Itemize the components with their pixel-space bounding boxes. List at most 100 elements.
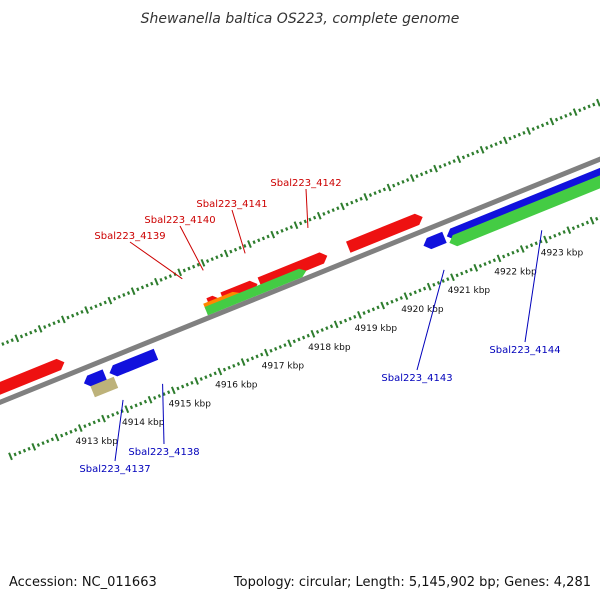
gene-label-Sbal223_4143: Sbal223_4143	[381, 373, 452, 384]
scale-label-4914: 4914 kbp	[122, 418, 165, 428]
forward-minor-tick	[285, 227, 289, 231]
reverse-major-tick	[566, 226, 572, 235]
forward-minor-tick	[187, 266, 191, 271]
reverse-minor-tick	[50, 437, 54, 442]
forward-minor-tick	[303, 219, 307, 224]
reverse-minor-tick	[292, 339, 296, 344]
forward-major-tick	[549, 117, 555, 126]
reverse-minor-tick	[134, 403, 138, 408]
forward-minor-tick	[182, 268, 186, 273]
scale-label-4917: 4917 kbp	[262, 362, 305, 372]
reverse-minor-tick	[167, 390, 171, 395]
reverse-minor-tick	[464, 269, 469, 274]
reverse-minor-tick	[385, 301, 389, 306]
forward-minor-tick	[336, 206, 340, 211]
forward-minor-tick	[126, 291, 131, 295]
reverse-minor-tick	[320, 328, 324, 332]
forward-major-tick	[479, 145, 485, 154]
reverse-minor-tick	[306, 333, 310, 338]
forward-major-tick	[502, 136, 508, 145]
reverse-minor-tick	[232, 363, 236, 368]
reverse-minor-tick	[157, 394, 161, 398]
forward-major-tick	[14, 334, 20, 343]
reverse-minor-tick	[581, 222, 585, 227]
forward-minor-tick	[164, 276, 168, 280]
forward-major-tick	[154, 277, 159, 286]
forward-minor-tick	[545, 121, 549, 126]
forward-major-tick	[293, 221, 299, 230]
reverse-major-tick	[217, 367, 223, 376]
forward-minor-tick	[531, 127, 535, 131]
reverse-minor-tick	[339, 320, 343, 325]
forward-minor-tick	[29, 330, 33, 335]
forward-minor-tick	[368, 193, 373, 197]
forward-minor-tick	[289, 225, 293, 229]
forward-minor-tick	[80, 310, 84, 314]
reverse-major-tick	[380, 301, 386, 310]
reverse-major-tick	[519, 245, 525, 253]
forward-minor-tick	[452, 159, 456, 164]
reverse-minor-tick	[190, 380, 194, 385]
scale-label-4918: 4918 kbp	[308, 343, 351, 353]
forward-minor-tick	[540, 123, 545, 128]
forward-minor-tick	[24, 332, 28, 337]
forward-minor-tick	[215, 255, 219, 260]
reverse-minor-tick	[557, 231, 562, 236]
forward-minor-tick	[392, 183, 396, 188]
reverse-minor-tick	[376, 305, 380, 310]
forward-minor-tick	[52, 321, 56, 326]
forward-minor-tick	[396, 181, 400, 186]
reverse-major-tick	[31, 442, 37, 451]
forward-major-tick	[84, 306, 89, 314]
forward-major-tick	[316, 211, 322, 220]
forward-minor-tick	[252, 240, 256, 245]
forward-minor-tick	[43, 325, 47, 329]
reverse-minor-tick	[576, 224, 580, 229]
forward-minor-tick	[275, 230, 279, 235]
reverse-minor-tick	[13, 452, 17, 457]
forward-minor-tick	[57, 319, 61, 324]
reverse-major-tick	[426, 282, 432, 291]
reverse-minor-tick	[534, 241, 538, 246]
reverse-minor-tick	[529, 243, 534, 248]
reverse-major-tick	[124, 405, 130, 414]
forward-minor-tick	[238, 245, 242, 250]
gene-leader-Sbal223_4138	[162, 383, 165, 445]
forward-minor-tick	[522, 130, 526, 135]
reverse-minor-tick	[274, 346, 278, 351]
reverse-minor-tick	[36, 443, 41, 447]
reverse-minor-tick	[246, 358, 250, 363]
forward-major-tick	[572, 108, 578, 117]
forward-minor-tick	[517, 132, 521, 137]
reverse-minor-tick	[46, 439, 50, 444]
reverse-major-tick	[147, 395, 153, 404]
forward-major-tick	[433, 164, 438, 173]
forward-minor-tick	[33, 328, 38, 333]
forward-minor-tick	[89, 306, 93, 311]
reverse-minor-tick	[139, 401, 143, 406]
gene-label-Sbal223_4142: Sbal223_4142	[270, 178, 341, 189]
reverse-gene-feature-11	[449, 175, 600, 247]
reverse-minor-tick	[204, 375, 208, 380]
forward-minor-tick	[438, 164, 442, 169]
forward-minor-tick	[112, 296, 117, 301]
forward-minor-tick	[401, 179, 405, 184]
reverse-minor-tick	[250, 356, 255, 361]
reverse-minor-tick	[478, 264, 483, 268]
reverse-minor-tick	[413, 290, 417, 295]
forward-major-tick	[130, 287, 136, 296]
forward-minor-tick	[19, 334, 24, 339]
gene-label-Sbal223_4141: Sbal223_4141	[196, 199, 267, 210]
scale-label-4921: 4921 kbp	[448, 286, 491, 296]
forward-minor-tick	[192, 264, 196, 269]
reverse-minor-tick	[22, 448, 27, 453]
forward-minor-tick	[136, 287, 140, 292]
gene-leader-Sbal223_4137	[114, 399, 124, 462]
reverse-major-tick	[403, 292, 409, 300]
forward-major-tick	[270, 230, 276, 239]
reverse-major-tick	[310, 329, 316, 338]
reverse-minor-tick	[269, 348, 273, 353]
reverse-major-tick	[473, 263, 479, 272]
reverse-minor-tick	[143, 399, 148, 404]
reverse-minor-tick	[469, 267, 473, 272]
